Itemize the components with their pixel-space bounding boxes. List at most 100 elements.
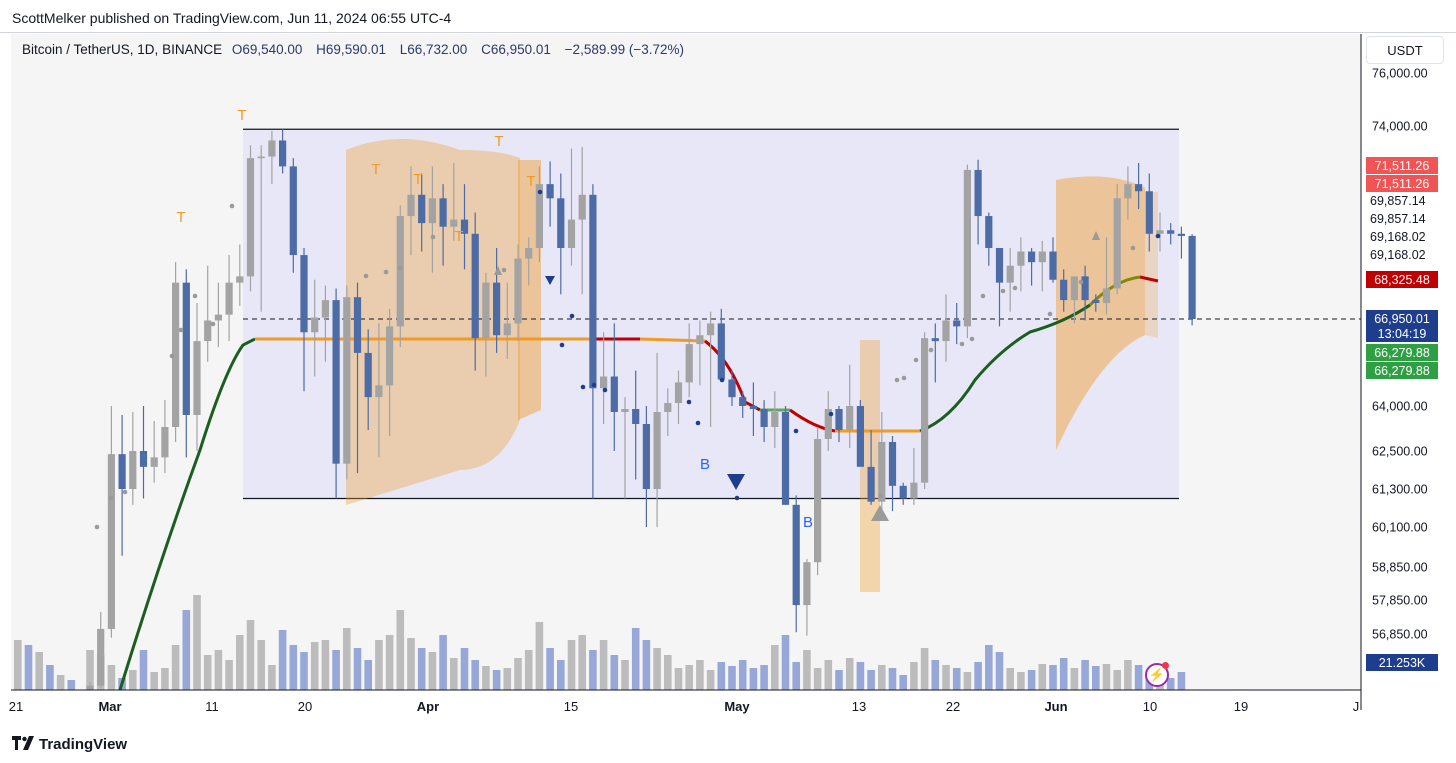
signal-dot [178,327,184,333]
candle-body [878,442,886,502]
candle-body [760,409,768,427]
volume-bar [610,655,619,690]
volume-bar [289,645,298,690]
volume-bar [310,642,319,690]
candle-body [888,442,897,486]
volume-bar [107,665,116,690]
time-tick-label: 20 [298,699,312,714]
candle-body [771,412,779,427]
signal-label-t: T [176,209,185,226]
signal-dot [122,489,128,495]
candle-body [600,376,608,389]
volume-bar [781,635,790,690]
tradingview-logo-icon [12,736,34,750]
candle-body [846,406,854,430]
volume-bar [129,670,137,690]
volume-bar [589,650,597,690]
signal-dot [229,203,235,209]
candle-body [482,282,490,339]
time-axis-ticks: 21 Mar 11 20 Apr 15 May 13 22 Jun 10 19 J [9,699,1359,714]
volume-bar [214,650,223,690]
time-tick-label: 13 [852,699,866,714]
candle-body [835,409,843,430]
candle-body [418,194,426,224]
signal-label-b: B [803,514,813,531]
candle-body [471,233,479,339]
candle-body [1049,251,1057,280]
signal-dot [1078,279,1084,285]
signal-dot [94,524,100,530]
volume-bar [321,640,330,690]
candle-body [781,412,790,505]
candle-body [867,466,875,502]
volume-bar [375,640,383,690]
volume-bar [653,648,661,690]
volume-bar [985,645,993,690]
candle-body [375,385,383,398]
candle-body [749,406,757,409]
sell-triangle-icon [727,474,745,490]
signal-marker-layer: T T T T T T T B B [94,107,1161,531]
volume-bar [268,665,276,690]
candle-body [321,300,329,318]
price-tag-low-2: 66,279.88 [1366,362,1438,379]
price-tick-label: 58,850.00 [1372,561,1428,575]
candle-body [1156,230,1164,234]
signal-label-b: B [700,456,710,473]
candle-body [792,504,800,606]
candle-body [589,194,597,389]
signal-dot [363,273,369,279]
time-tick-label: Jun [1044,699,1067,714]
orange-band-may [860,340,880,592]
volume-bar [867,670,875,690]
candle-body [1092,300,1100,304]
volume-bar [24,645,33,690]
candle-body [610,376,618,412]
symbol-name: Bitcoin / TetherUS, 1D, BINANCE [22,42,223,57]
buy-triangle-june-icon [1092,231,1100,240]
candle-body [1135,184,1143,192]
volume-bar [1177,672,1186,690]
time-tick-label: Apr [417,699,439,714]
volume-bar [492,670,501,690]
volume-bar [86,650,94,690]
candle-body [803,562,811,606]
legend-low: L66,732.00 [399,42,468,57]
candle-body [931,338,939,342]
candle-body [632,409,640,424]
candle-body [942,320,950,342]
candle-body [257,156,265,159]
volume-bar [878,665,886,690]
currency-button[interactable]: USDT [1366,36,1444,64]
price-tick-label: 60,100.00 [1372,521,1428,535]
legend-high: H69,590.01 [316,42,386,57]
volume-bar [1070,668,1079,690]
volume-bar [685,665,693,690]
price-tag-low-1: 66,279.88 [1366,344,1438,361]
candle-body [450,219,458,227]
price-tick-label: 56,850.00 [1372,628,1428,642]
signal-dot [591,382,597,388]
volume-bar [717,662,726,690]
lightning-icon[interactable]: ⚡ [1145,663,1169,687]
price-tick-label: 61,300.00 [1372,483,1428,497]
volume-bar [1134,665,1143,690]
volume-bar [182,610,191,690]
volume-bar [674,668,683,690]
volume-bar [1017,672,1025,690]
volume-bar [171,645,180,690]
candle-body [985,216,993,248]
signal-dot [901,375,907,381]
volume-bar [67,680,76,690]
candle-body [364,352,372,398]
volume-bar [246,620,255,690]
time-tick-label: 10 [1143,699,1157,714]
volume-bar [567,640,576,690]
volume-bar [257,640,265,690]
signal-dot [1000,288,1006,294]
volume-bar [193,595,201,690]
candle-body [129,451,137,489]
chart-canvas[interactable]: T T T T T T T B B 76,000.00 74,000.00 64,000.00 62,… [0,0,1456,730]
candle-body [407,194,415,217]
volume-bar [1092,666,1100,690]
